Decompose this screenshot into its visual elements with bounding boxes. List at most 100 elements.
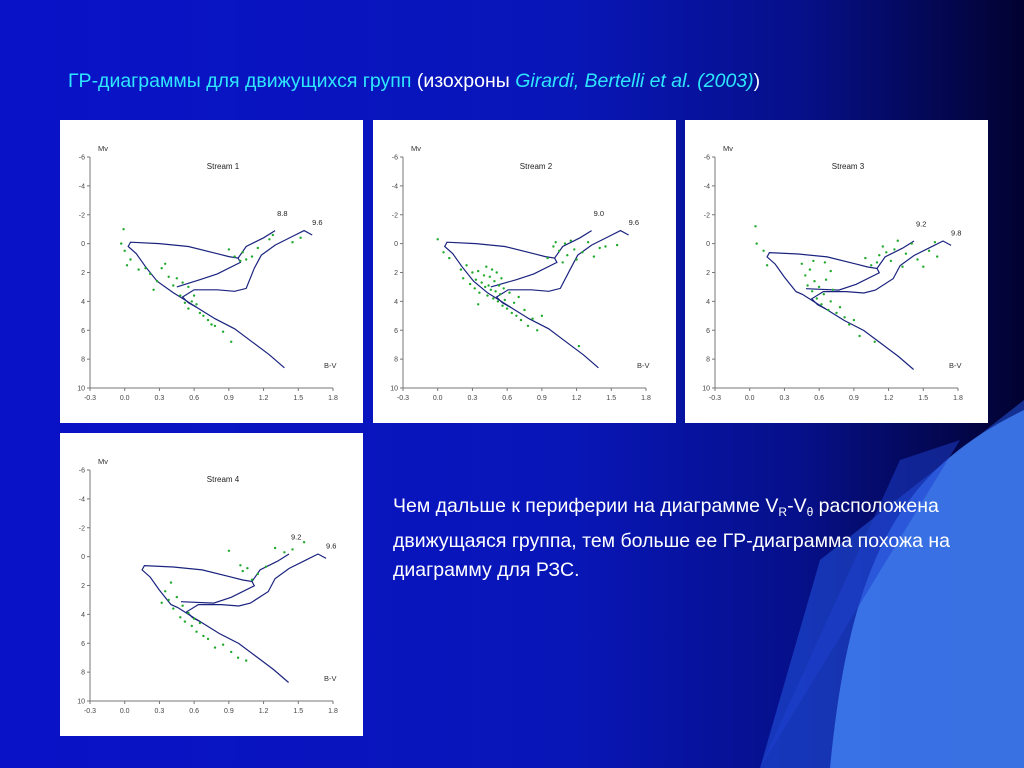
star-point [227, 248, 231, 251]
star-point [183, 301, 187, 304]
x-tick-label: 0.3 [155, 708, 165, 715]
star-point [271, 233, 274, 237]
star-point [762, 249, 765, 252]
star-point [765, 264, 769, 267]
star-point [916, 258, 919, 261]
star-point [569, 239, 572, 242]
isochrone-old [185, 553, 327, 623]
star-point [478, 291, 481, 294]
star-point [827, 308, 830, 312]
x-tick-label: 1.8 [328, 708, 338, 715]
y-axis-label: Mv [98, 457, 108, 466]
star-point [465, 264, 468, 267]
star-point [152, 288, 155, 291]
star-point [494, 290, 497, 293]
star-point [864, 256, 867, 260]
star-point [210, 323, 213, 326]
star-point [497, 284, 501, 287]
star-point [815, 297, 818, 300]
star-point [175, 277, 178, 280]
star-point [155, 280, 159, 283]
star-point [137, 268, 140, 271]
isochrone-branch [176, 257, 242, 288]
y-tick-label: 0 [81, 241, 85, 248]
star-point [187, 611, 190, 615]
isochrone-branch [805, 268, 881, 291]
isochrone-label: 9.8 [951, 228, 961, 237]
star-point [241, 569, 244, 573]
star-point [492, 297, 495, 300]
x-tick-label: -0.3 [397, 395, 409, 402]
star-point [480, 281, 483, 284]
chart-panel-stream-4: -6 -4 -2 0 2 4 6 8 10 -0.3 0.0 0.3 0.6 0.9 1.2 1.5 1.8 Mv… [60, 433, 363, 736]
star-point [474, 278, 478, 281]
star-point [187, 285, 190, 289]
y-tick-label: 10 [702, 386, 710, 393]
star-point [192, 617, 196, 620]
star-point [540, 314, 544, 317]
star-point [462, 277, 465, 280]
star-point [172, 607, 175, 610]
star-point [264, 565, 268, 568]
star-point [503, 298, 506, 302]
star-point [495, 271, 498, 274]
star-point [169, 581, 173, 584]
star-point [489, 288, 493, 291]
star-point [122, 228, 125, 231]
star-point [202, 314, 205, 317]
isochrone-young [141, 553, 290, 683]
body-sub-r: R [778, 505, 788, 519]
star-point [824, 278, 828, 281]
star-point [800, 262, 803, 265]
y-tick-label: 10 [77, 699, 85, 706]
y-tick-label: 6 [81, 641, 85, 648]
star-point [436, 238, 439, 241]
x-tick-label: 1.2 [259, 708, 269, 715]
x-tick-label: 0.0 [120, 395, 130, 402]
star-point [227, 549, 231, 552]
star-point [164, 262, 167, 265]
y-tick-label: 2 [394, 270, 398, 277]
y-tick-label: -2 [79, 525, 85, 532]
star-point [482, 274, 486, 277]
x-tick-label: 1.5 [606, 395, 616, 402]
star-point [213, 324, 217, 328]
star-point [808, 268, 812, 271]
x-tick-label: 0.9 [537, 395, 547, 402]
y-tick-label: 0 [706, 241, 710, 248]
star-point [531, 317, 534, 320]
star-point [123, 249, 126, 252]
star-point [490, 268, 494, 271]
star-point [236, 656, 240, 659]
star-point [239, 564, 242, 567]
star-point [843, 316, 846, 319]
x-tick-label: 1.5 [293, 708, 303, 715]
y-tick-label: -2 [704, 212, 710, 219]
isochrone-old [810, 240, 952, 310]
star-point [198, 311, 202, 315]
y-tick-label: -2 [392, 212, 398, 219]
star-point [172, 284, 175, 287]
star-point [546, 256, 549, 260]
star-point [893, 248, 896, 251]
x-tick-label: 1.2 [259, 395, 269, 402]
star-point [835, 311, 838, 315]
y-tick-label: 8 [394, 357, 398, 364]
star-point [558, 249, 561, 252]
star-point [241, 251, 244, 254]
star-point [820, 303, 823, 306]
y-tick-label: 2 [81, 270, 85, 277]
x-tick-label: 1.8 [953, 395, 963, 402]
x-axis-label: B-V [324, 674, 337, 683]
star-point [179, 616, 182, 619]
star-point [526, 324, 530, 328]
x-tick-label: 1.2 [884, 395, 894, 402]
body-text-3: расположена движущаяся группа, тем больш… [393, 495, 950, 581]
y-axis-label: Mv [98, 144, 108, 153]
body-sub-theta: θ [806, 505, 814, 519]
isochrone-label: 9.6 [326, 541, 336, 550]
star-point [471, 271, 474, 274]
star-point [505, 307, 509, 310]
star-point [575, 258, 578, 261]
star-point [144, 267, 147, 270]
